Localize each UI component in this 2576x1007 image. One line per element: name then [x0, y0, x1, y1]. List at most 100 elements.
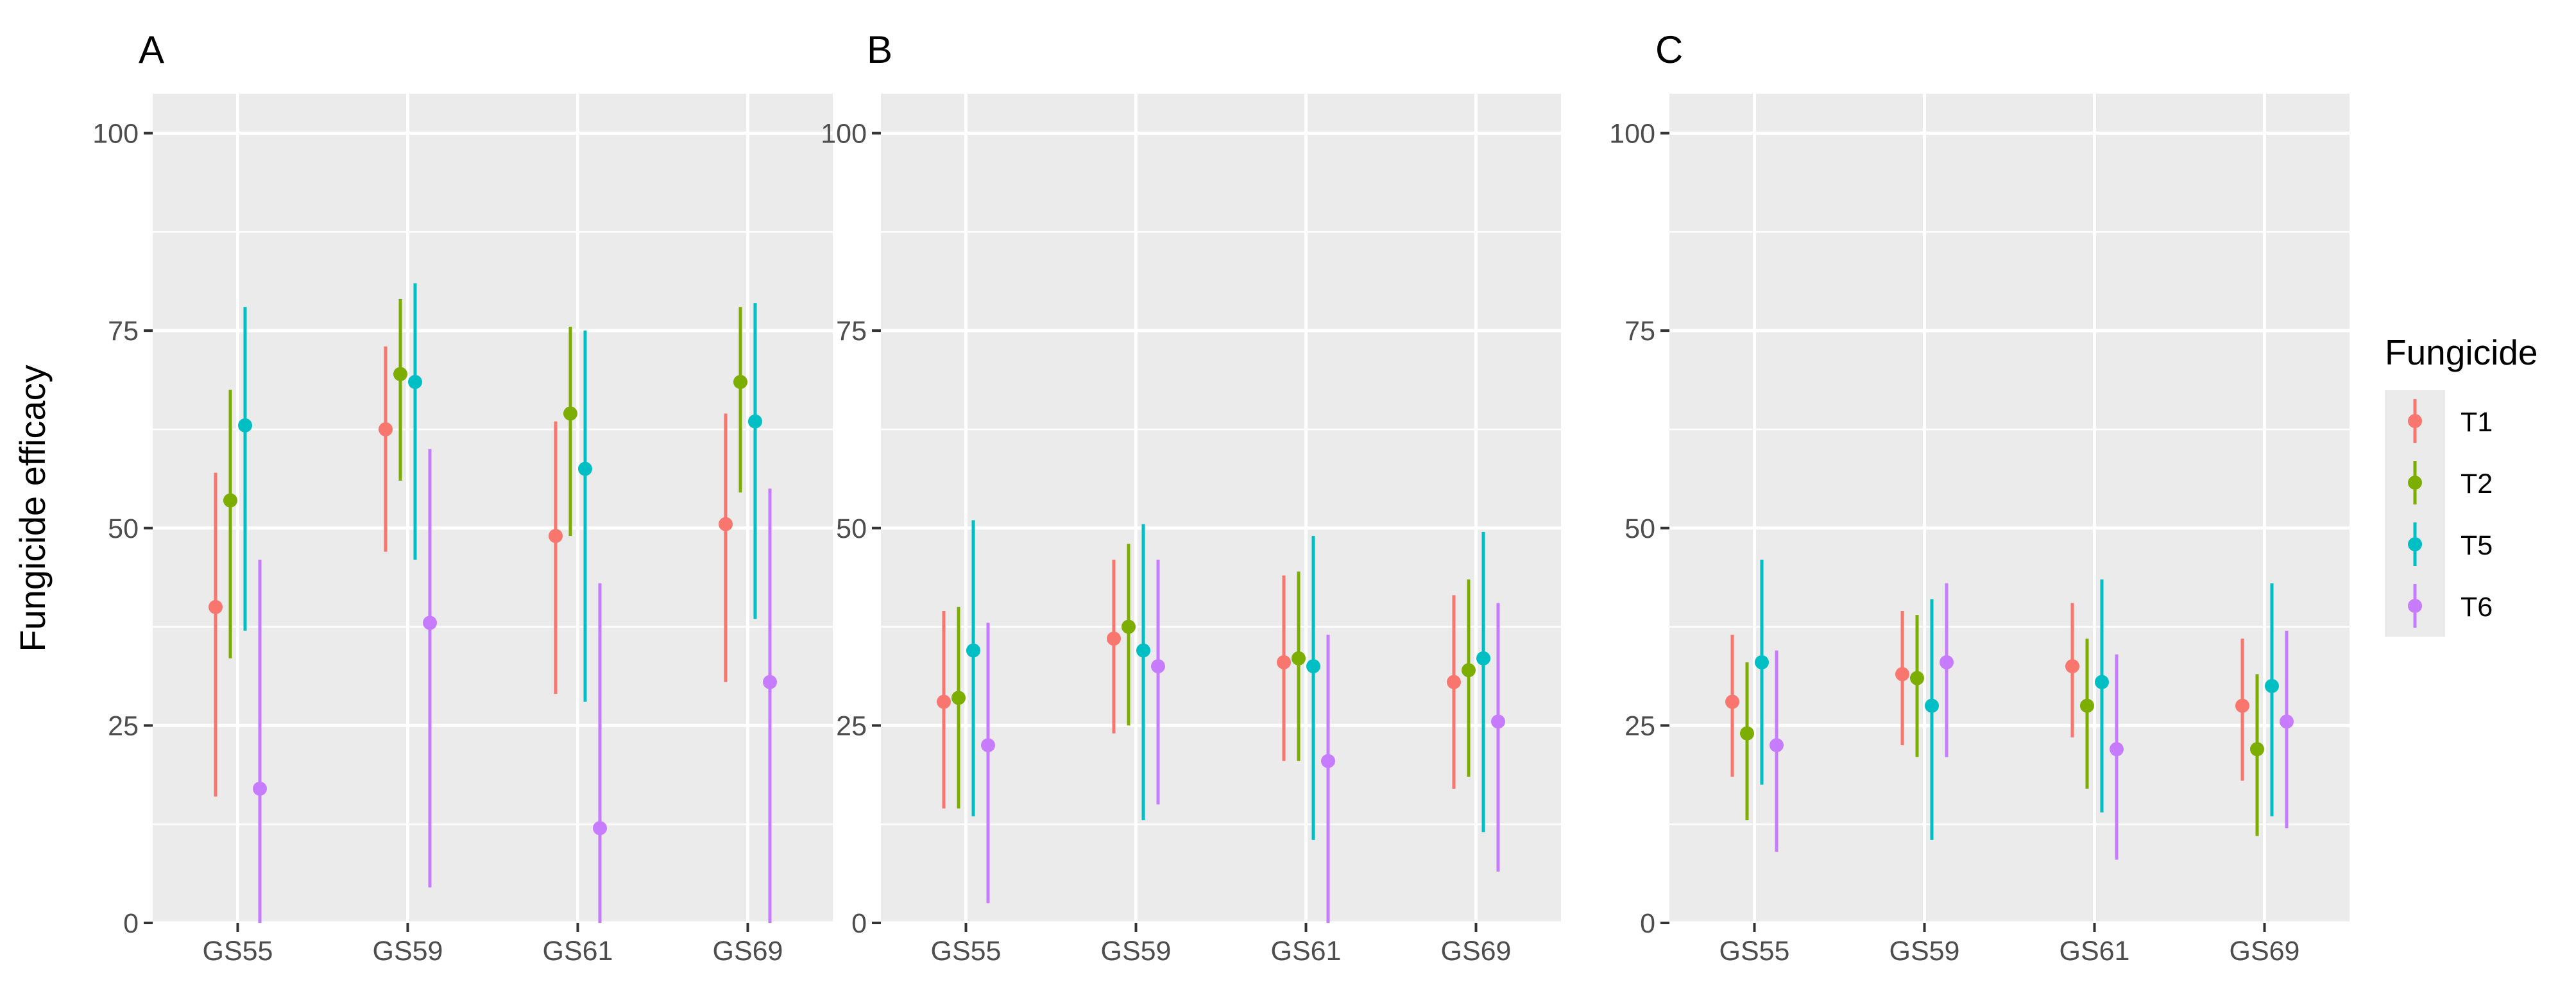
legend-label: T2 [2461, 469, 2493, 499]
y-tick-label: 100 [1609, 119, 1655, 150]
panel-label: B [867, 28, 892, 71]
point-t6-gs69 [1491, 714, 1505, 729]
point-t2-gs59 [1910, 671, 1924, 685]
panel-b: 0 25 50 75 100 GS55 GS59 GS61 GS69 B [821, 28, 1561, 967]
legend-title: Fungicide [2385, 332, 2538, 372]
legend-key-point [2408, 599, 2422, 613]
point-t5-gs59 [1136, 643, 1150, 658]
y-tick-label: 0 [1640, 908, 1655, 939]
point-t1-gs69 [2235, 698, 2249, 713]
x-tick-label-gs69: GS69 [2230, 936, 2300, 967]
legend-label: T5 [2461, 530, 2493, 561]
point-t6-gs61 [593, 821, 607, 836]
panel-label: A [139, 28, 164, 71]
series-t6 [1770, 583, 2294, 860]
series-t6 [981, 559, 1505, 923]
x-tick-label-gs55: GS55 [931, 936, 1002, 967]
x-tick-label-gs59: GS59 [1101, 936, 1172, 967]
point-t1-gs59 [1895, 667, 1909, 682]
series-t2 [951, 544, 1476, 809]
point-t2-gs61 [563, 406, 577, 421]
point-t6-gs59 [423, 615, 437, 630]
series-t2 [223, 298, 747, 658]
series-t1 [937, 559, 1461, 809]
point-t1-gs55 [209, 599, 223, 614]
x-tick-label-gs69: GS69 [713, 936, 783, 967]
point-t6-gs69 [2280, 714, 2294, 729]
panel-background [1669, 94, 2350, 923]
point-t2-gs55 [951, 691, 966, 705]
point-t1-gs61 [1277, 655, 1291, 669]
point-t5-gs55 [1755, 655, 1769, 669]
legend-entry-t1: T1 [2385, 390, 2493, 452]
y-axis-title: Fungicide efficacy [12, 365, 53, 651]
series-t2 [1740, 615, 2264, 836]
x-tick-label-gs61: GS61 [1271, 936, 1342, 967]
series-t6 [253, 449, 777, 923]
point-t5-gs61 [578, 461, 592, 476]
y-tick-label: 0 [123, 908, 139, 939]
y-tick-label: 100 [92, 119, 139, 150]
x-tick-label-gs59: GS59 [1889, 936, 1960, 967]
point-t6-gs61 [2110, 742, 2124, 757]
x-tick-label-gs61: GS61 [2060, 936, 2130, 967]
point-t1-gs59 [379, 422, 393, 436]
point-t2-gs69 [2250, 742, 2264, 757]
y-tick-label: 25 [836, 710, 867, 741]
panel-c: 0 25 50 75 100 GS55 GS59 GS61 GS69 C [1609, 28, 2350, 967]
x-tick-label-gs55: GS55 [1719, 936, 1790, 967]
series-t5 [238, 283, 762, 702]
point-t2-gs59 [1122, 619, 1136, 634]
point-t2-gs61 [1292, 651, 1306, 666]
point-t2-gs69 [1462, 663, 1476, 678]
point-t6-gs69 [763, 675, 777, 689]
y-tick-label: 50 [1625, 513, 1655, 544]
series-t1 [1725, 603, 2249, 781]
point-t2-gs69 [733, 375, 747, 390]
y-tick-label: 75 [1625, 316, 1655, 347]
legend-label: T1 [2461, 407, 2493, 438]
point-t2-gs55 [223, 493, 237, 508]
series-t5 [1755, 559, 2279, 840]
legend: Fungicide T1 T2 T5 T6 [2385, 332, 2538, 637]
y-tick-label: 75 [108, 316, 139, 347]
x-tick-label-gs59: GS59 [373, 936, 443, 967]
point-t2-gs61 [2080, 698, 2094, 713]
legend-entry-t5: T5 [2385, 513, 2493, 575]
point-t5-gs59 [408, 375, 422, 390]
point-t5-gs69 [748, 414, 762, 429]
point-t1-gs61 [2065, 659, 2079, 674]
point-t6-gs55 [981, 738, 995, 753]
x-tick-label-gs61: GS61 [543, 936, 613, 967]
y-tick-label: 100 [821, 119, 867, 150]
point-t6-gs59 [1151, 659, 1165, 674]
legend-key-point [2408, 476, 2422, 490]
point-t5-gs61 [2095, 675, 2109, 689]
point-t5-gs61 [1306, 659, 1320, 674]
point-t5-gs55 [966, 643, 980, 658]
point-t6-gs55 [253, 781, 267, 796]
y-tick-label: 50 [108, 513, 139, 544]
y-tick-label: 75 [836, 316, 867, 347]
legend-key-point [2408, 537, 2422, 551]
point-t5-gs55 [238, 418, 252, 433]
y-tick-label: 50 [836, 513, 867, 544]
panel-background [881, 94, 1561, 923]
legend-entry-t2: T2 [2385, 452, 2493, 513]
point-t6-gs59 [1940, 655, 1954, 669]
point-t1-gs55 [937, 694, 951, 709]
legend-key-point [2408, 414, 2422, 428]
point-t1-gs69 [1447, 675, 1461, 689]
point-t1-gs59 [1107, 632, 1121, 646]
point-t1-gs69 [719, 517, 733, 531]
y-tick-label: 25 [108, 710, 139, 741]
point-t2-gs55 [1740, 726, 1754, 741]
x-tick-label-gs55: GS55 [203, 936, 273, 967]
point-t5-gs69 [1476, 651, 1490, 666]
legend-label: T6 [2461, 592, 2493, 623]
point-t2-gs59 [393, 366, 407, 381]
point-t5-gs59 [1925, 698, 1939, 713]
y-tick-label: 25 [1625, 710, 1655, 741]
panel-background [153, 94, 833, 923]
point-t1-gs61 [549, 529, 563, 544]
